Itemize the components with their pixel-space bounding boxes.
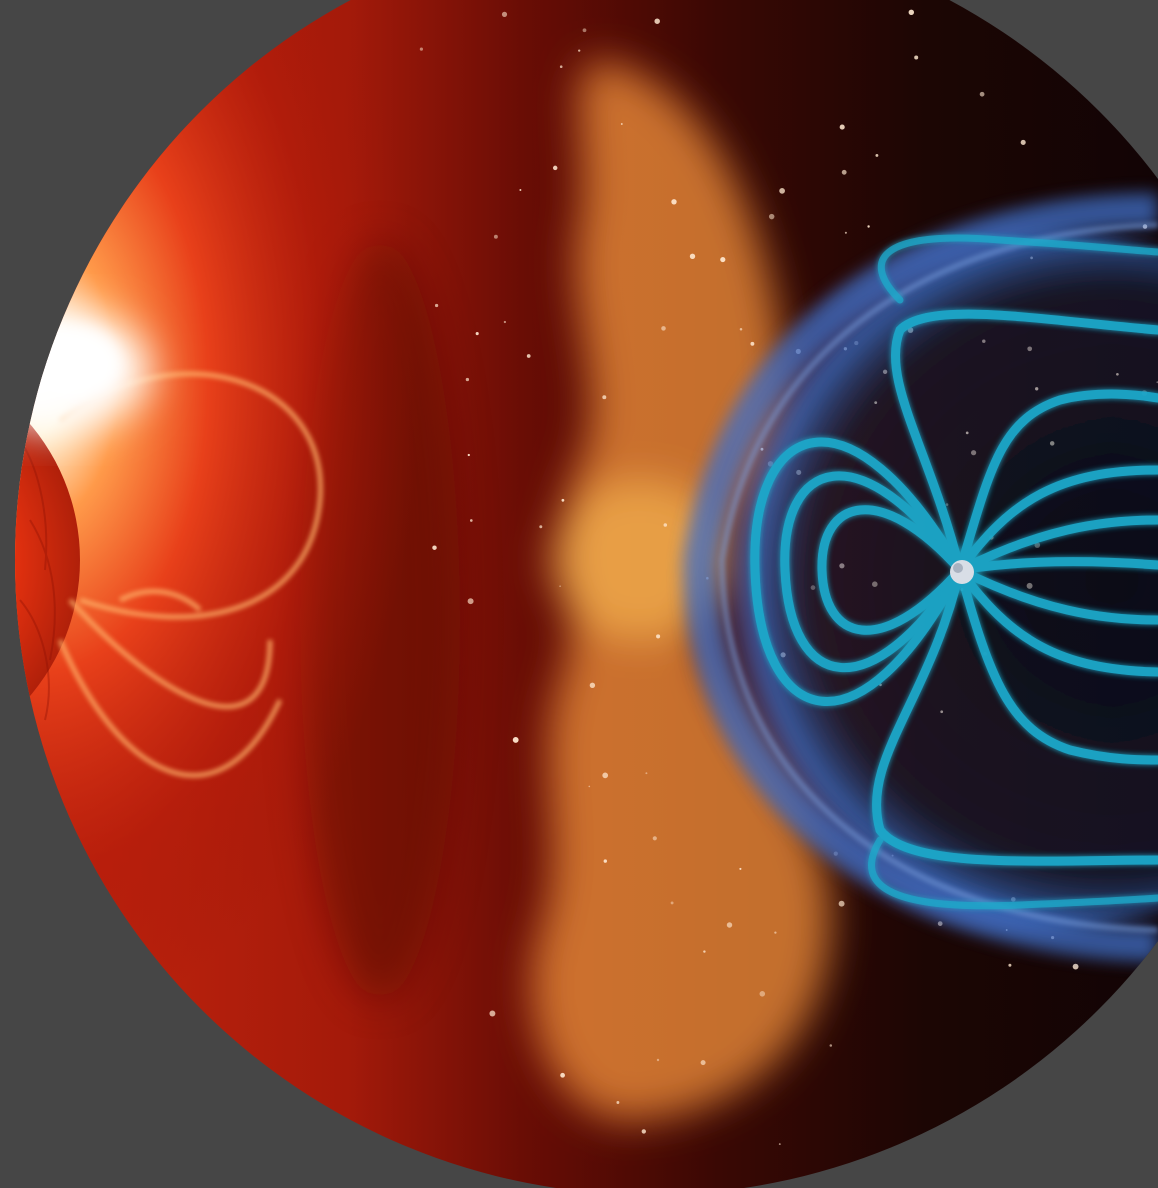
star: [560, 1072, 565, 1078]
star: [588, 785, 591, 788]
star: [689, 253, 696, 259]
star: [703, 950, 706, 953]
star: [1072, 963, 1079, 970]
star: [671, 199, 677, 205]
star: [512, 736, 519, 743]
sun-surface-texture: [19, 439, 56, 721]
star: [432, 545, 437, 550]
star: [641, 1129, 646, 1134]
star: [774, 931, 777, 934]
star: [582, 28, 587, 33]
magnetic-field-lines: [750, 234, 1158, 910]
star: [652, 836, 657, 841]
star: [979, 91, 985, 97]
star: [768, 213, 775, 220]
star: [1020, 139, 1026, 145]
star: [656, 1058, 660, 1062]
star: [616, 1101, 620, 1104]
star: [750, 341, 755, 346]
star: [1008, 963, 1012, 967]
star: [465, 377, 470, 382]
star: [663, 523, 668, 527]
star: [739, 328, 743, 331]
star: [589, 682, 596, 688]
star: [552, 165, 558, 171]
star: [914, 55, 919, 60]
star: [475, 332, 479, 336]
star: [602, 395, 607, 400]
star: [559, 585, 561, 588]
star: [645, 772, 648, 775]
star: [965, 1115, 972, 1122]
star: [503, 320, 507, 324]
star: [779, 188, 785, 194]
star: [603, 859, 607, 863]
star: [620, 123, 623, 125]
star: [739, 867, 742, 870]
earth-icon: [950, 560, 974, 584]
star: [489, 1010, 496, 1017]
star: [578, 49, 581, 52]
star: [759, 991, 766, 997]
star: [501, 11, 508, 17]
star: [720, 257, 726, 263]
star: [656, 634, 661, 639]
star: [661, 326, 666, 331]
star: [467, 453, 470, 457]
star: [602, 772, 609, 779]
star: [700, 1060, 706, 1066]
star: [561, 498, 565, 502]
flare-loops: [57, 371, 323, 778]
star: [519, 189, 522, 191]
star: [778, 1143, 781, 1146]
star: [1102, 1039, 1105, 1043]
star: [493, 234, 498, 239]
star: [1132, 129, 1137, 134]
star: [875, 153, 879, 157]
star: [867, 225, 870, 228]
star: [937, 921, 943, 926]
star: [559, 65, 563, 68]
star: [839, 124, 845, 130]
star: [726, 922, 733, 928]
star: [670, 901, 674, 905]
star: [526, 354, 531, 358]
star: [419, 47, 423, 51]
star: [841, 169, 847, 175]
star: [1012, 1124, 1016, 1128]
star: [829, 1044, 833, 1047]
star: [434, 303, 439, 308]
star: [838, 900, 845, 907]
star: [654, 18, 660, 24]
star: [844, 231, 847, 234]
star: [1086, 31, 1089, 35]
sun-glow: [15, 0, 700, 1188]
star: [908, 9, 915, 16]
star: [467, 598, 474, 605]
star: [469, 519, 473, 522]
star: [539, 525, 543, 529]
